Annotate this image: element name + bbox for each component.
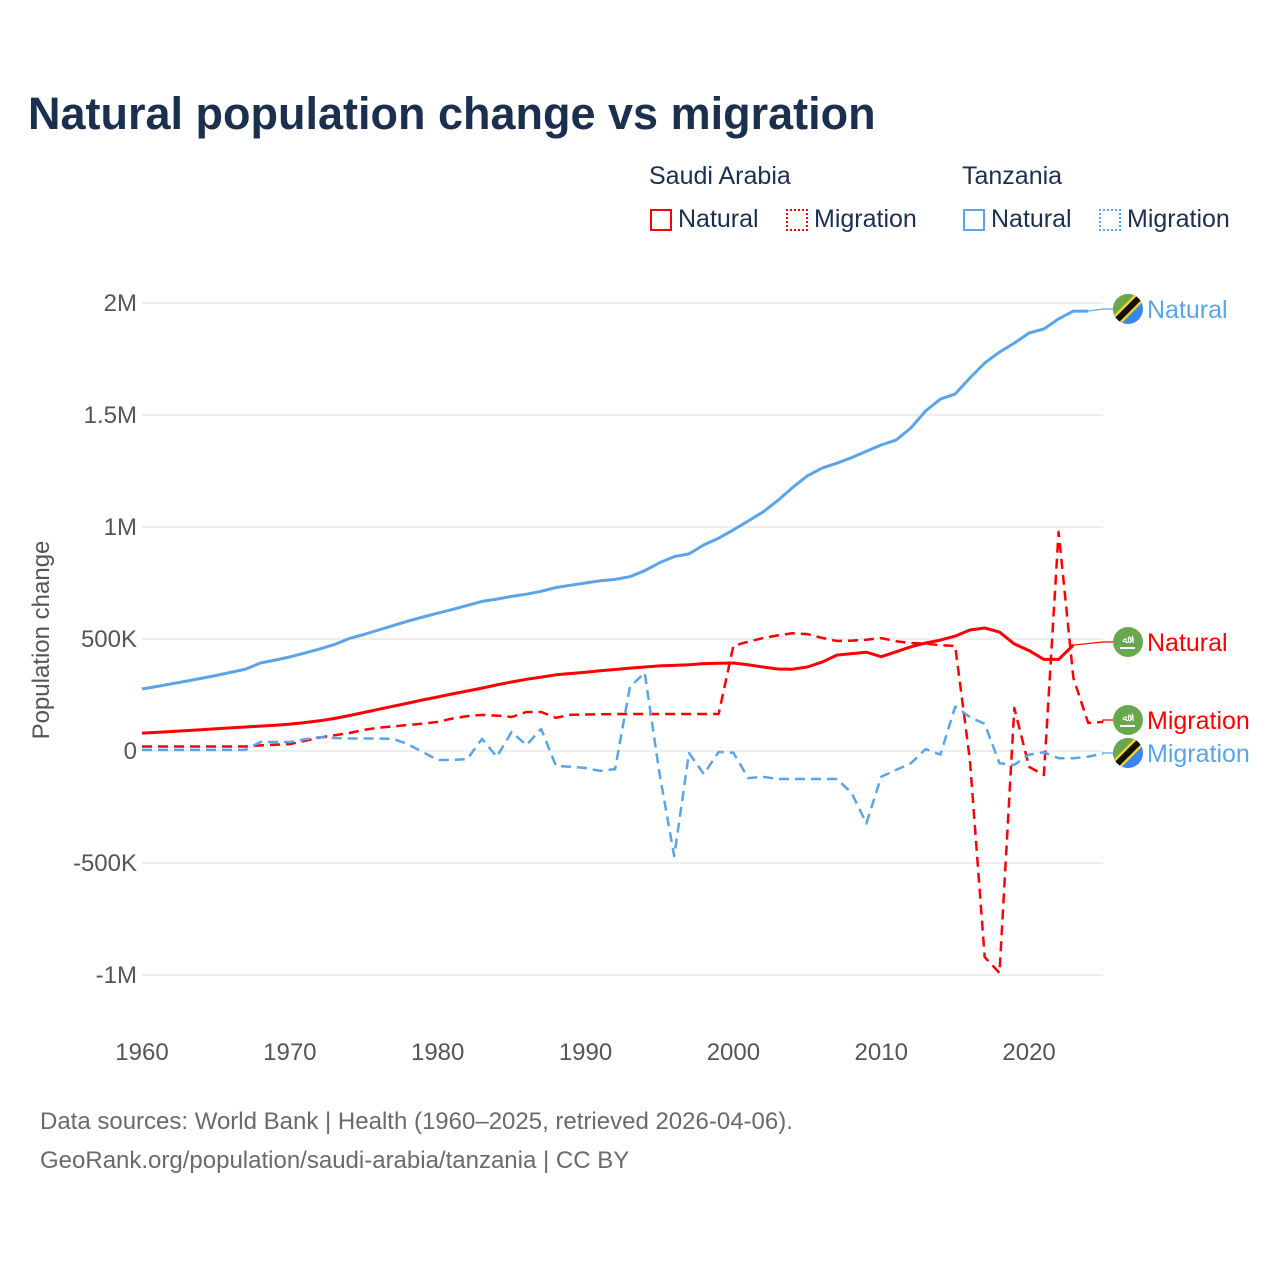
- x-tick-label: 1980: [411, 1039, 464, 1066]
- end-label-tanzania-migration[interactable]: Migration: [1147, 740, 1250, 768]
- legend-item-tanzania-migration[interactable]: Migration: [1099, 205, 1230, 234]
- chart-title: Natural population change vs migration: [28, 88, 876, 139]
- end-label-connector: [1102, 719, 1114, 722]
- y-tick-label: 500K: [81, 626, 137, 653]
- x-tick-label: 1960: [115, 1039, 168, 1066]
- end-label-tanzania-natural[interactable]: Natural: [1147, 296, 1228, 324]
- legend-country-label: Saudi Arabia: [649, 162, 791, 190]
- end-label-connector: [1102, 752, 1114, 754]
- legend-label: Natural: [991, 205, 1072, 233]
- svg-text:ﻻﷲ: ﻻﷲ: [1122, 713, 1134, 724]
- series-line-saudi-arabia-natural[interactable]: [141, 626, 1075, 735]
- end-label-connector: [1088, 308, 1114, 312]
- legend-item-tanzania-natural[interactable]: Natural: [963, 205, 1072, 234]
- y-tick-label: -500K: [73, 850, 137, 877]
- legend-label: Migration: [1127, 205, 1230, 233]
- legend-item-saudi-migration[interactable]: Migration: [786, 205, 917, 234]
- saudi-arabia-flag-icon: ﻻﷲ: [1113, 627, 1143, 657]
- tanzania-flag-icon: [1113, 294, 1143, 324]
- y-tick-label: 2M: [104, 290, 137, 317]
- saudi-arabia-flag-icon: ﻻﷲ: [1113, 705, 1143, 735]
- end-label-saudi-arabia-natural[interactable]: Natural: [1147, 629, 1228, 657]
- legend-swatch-solid: [963, 208, 985, 231]
- end-label-saudi-arabia-migration[interactable]: Migration: [1147, 707, 1250, 735]
- x-tick-label: 2000: [707, 1039, 760, 1066]
- y-tick-label: 0: [124, 738, 137, 765]
- legend-swatch-dotted: [1099, 208, 1121, 231]
- x-tick-label: 2010: [855, 1039, 908, 1066]
- series-line-tanzania-migration[interactable]: [142, 671, 1104, 858]
- footer-sources: Data sources: World Bank | Health (1960–…: [40, 1108, 793, 1135]
- y-tick-label: 1M: [104, 514, 137, 541]
- legend-item-saudi-natural[interactable]: Natural: [650, 205, 759, 234]
- x-tick-label: 2020: [1002, 1039, 1055, 1066]
- footer-attribution[interactable]: GeoRank.org/population/saudi-arabia/tanz…: [40, 1147, 630, 1174]
- series-line-tanzania-natural[interactable]: [141, 309, 1089, 691]
- end-label-connector: [1073, 641, 1114, 646]
- y-tick-label: 1.5M: [84, 402, 137, 429]
- legend-swatch-solid: [650, 208, 672, 231]
- svg-text:ﻻﷲ: ﻻﷲ: [1122, 635, 1134, 646]
- x-tick-label: 1970: [263, 1039, 316, 1066]
- x-tick-label: 1990: [559, 1039, 612, 1066]
- legend-label: Migration: [814, 205, 917, 233]
- series-line-saudi-arabia-migration[interactable]: [142, 530, 1104, 975]
- legend-swatch-dotted: [786, 208, 808, 231]
- y-tick-label: -1M: [96, 962, 137, 989]
- legend-label: Natural: [678, 205, 759, 233]
- legend-country-label: Tanzania: [962, 162, 1063, 190]
- tanzania-flag-icon: [1113, 738, 1143, 768]
